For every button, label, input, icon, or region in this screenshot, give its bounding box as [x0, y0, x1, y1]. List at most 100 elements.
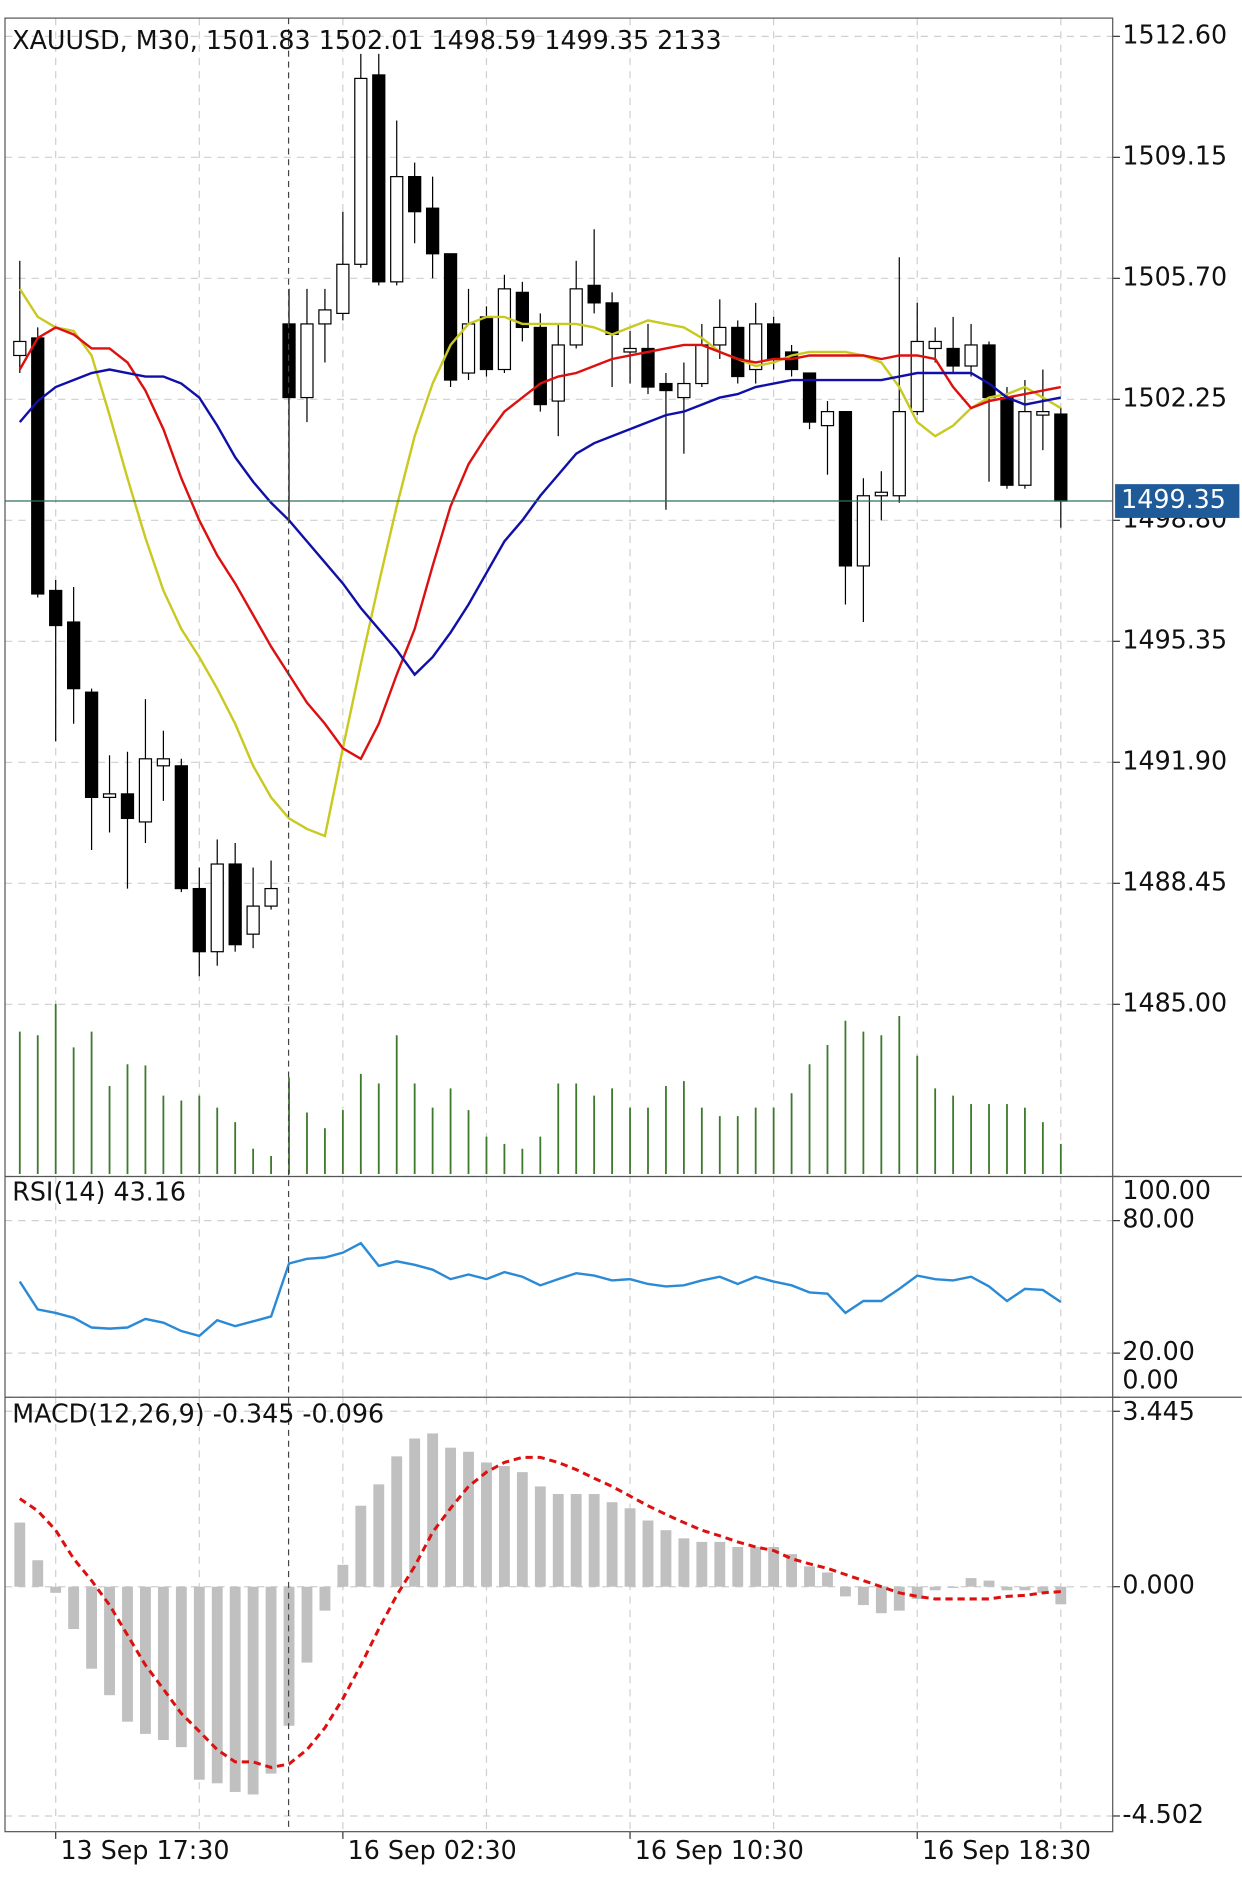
macd-bar — [983, 1580, 995, 1587]
y-tick-label: 1512.60 — [1122, 19, 1227, 49]
macd-bar — [14, 1522, 26, 1587]
last-volume: 2133 — [657, 25, 721, 55]
candle-body — [1036, 410, 1050, 416]
macd-bar — [768, 1546, 780, 1587]
y-tick-label: 1505.70 — [1122, 261, 1227, 291]
macd-bar — [355, 1505, 367, 1587]
main-header: XAUUSD, M30, 1501.83 1502.01 1498.59 149… — [12, 25, 721, 55]
macd-bar — [911, 1586, 923, 1599]
macd-bar — [929, 1586, 941, 1591]
candle-body — [138, 758, 153, 823]
candle-body — [820, 410, 835, 427]
candle-body — [120, 793, 135, 820]
macd-bar — [552, 1494, 564, 1587]
candle-body — [336, 263, 350, 315]
candle-body — [892, 410, 906, 497]
candle-body — [354, 77, 368, 265]
candle-body — [856, 495, 871, 567]
y-tick-label: 1495.35 — [1122, 624, 1227, 654]
macd-bar — [678, 1538, 690, 1587]
macd-bar — [516, 1472, 528, 1587]
candle-body — [264, 887, 278, 907]
macd-bar — [193, 1586, 205, 1780]
macd-bar — [1019, 1586, 1031, 1591]
candle-body — [749, 323, 763, 371]
candle-body — [228, 863, 242, 946]
macd-bar — [714, 1541, 726, 1587]
x-tick-label: 13 Sep 17:30 — [60, 1835, 229, 1865]
candle-body — [946, 347, 960, 367]
macd-bar — [140, 1586, 151, 1734]
candle-body — [713, 326, 727, 346]
symbol-title: XAUUSD, M30, — [12, 25, 198, 55]
macd-bar — [445, 1447, 456, 1587]
candle-body — [605, 302, 619, 336]
candle-body — [479, 316, 494, 371]
macd-bar — [893, 1586, 905, 1611]
macd-bar — [481, 1462, 492, 1587]
candle-body — [767, 323, 781, 360]
y-tick-label: 20.00 — [1122, 1336, 1195, 1366]
macd-bar — [427, 1433, 439, 1587]
macd-bar — [804, 1566, 815, 1587]
macd-bar — [570, 1494, 582, 1587]
indicator-line — [18, 1241, 1062, 1338]
y-tick-label: 1488.45 — [1122, 866, 1227, 896]
candle-body — [964, 344, 978, 367]
macd-bar — [606, 1502, 618, 1587]
macd-bar — [750, 1546, 762, 1587]
last-high: 1502.01 — [319, 25, 424, 55]
macd-bar — [175, 1586, 187, 1748]
candle-body — [910, 340, 924, 413]
candle-body — [623, 347, 637, 353]
macd-bar — [301, 1586, 313, 1663]
y-tick-label: 1502.25 — [1122, 382, 1227, 412]
candle-body — [318, 309, 332, 325]
candle-body — [246, 905, 260, 935]
candle-body — [659, 382, 673, 392]
y-tick-label: 1491.90 — [1122, 745, 1227, 775]
candle-body — [1054, 413, 1068, 502]
y-tick-label: 0.00 — [1122, 1365, 1178, 1395]
macd-bar — [875, 1586, 887, 1614]
candle-body — [13, 340, 27, 357]
macd-bar — [822, 1572, 833, 1587]
macd-bar — [732, 1546, 744, 1587]
macd-bar — [122, 1586, 133, 1722]
candle-body — [928, 340, 942, 350]
candle-body — [533, 326, 547, 406]
indicator-line — [18, 326, 1062, 761]
macd-bar — [319, 1586, 331, 1611]
candle-body — [677, 382, 691, 399]
macd-bar — [588, 1494, 600, 1587]
macd-header: MACD(12,26,9) -0.345 -0.096 — [12, 1398, 384, 1428]
price-tag — [1115, 484, 1240, 518]
macd-title: MACD(12,26,9) — [12, 1398, 204, 1428]
macd-bar — [68, 1586, 80, 1629]
macd-bar — [947, 1586, 959, 1588]
candle-body — [156, 758, 171, 767]
candle-body — [425, 207, 440, 255]
last-close: 1499.35 — [544, 25, 649, 55]
candle-body — [31, 337, 45, 595]
macd-bar — [391, 1456, 403, 1587]
candle-body — [192, 887, 206, 953]
last-open: 1501.83 — [206, 25, 311, 55]
y-tick-label: 0.000 — [1122, 1570, 1195, 1600]
macd-bar — [247, 1586, 259, 1795]
last-low: 1498.59 — [432, 25, 537, 55]
macd-bar — [965, 1578, 977, 1587]
frame — [4, 17, 1114, 1833]
candle-body — [372, 74, 386, 283]
macd-bar — [32, 1560, 44, 1587]
candle-body — [49, 589, 63, 627]
macd-bar — [1055, 1586, 1067, 1605]
macd-bar — [642, 1520, 654, 1587]
macd-bar — [283, 1586, 295, 1726]
macd-bar — [1037, 1586, 1049, 1593]
candle-body — [802, 372, 817, 423]
candle-body — [695, 344, 709, 385]
